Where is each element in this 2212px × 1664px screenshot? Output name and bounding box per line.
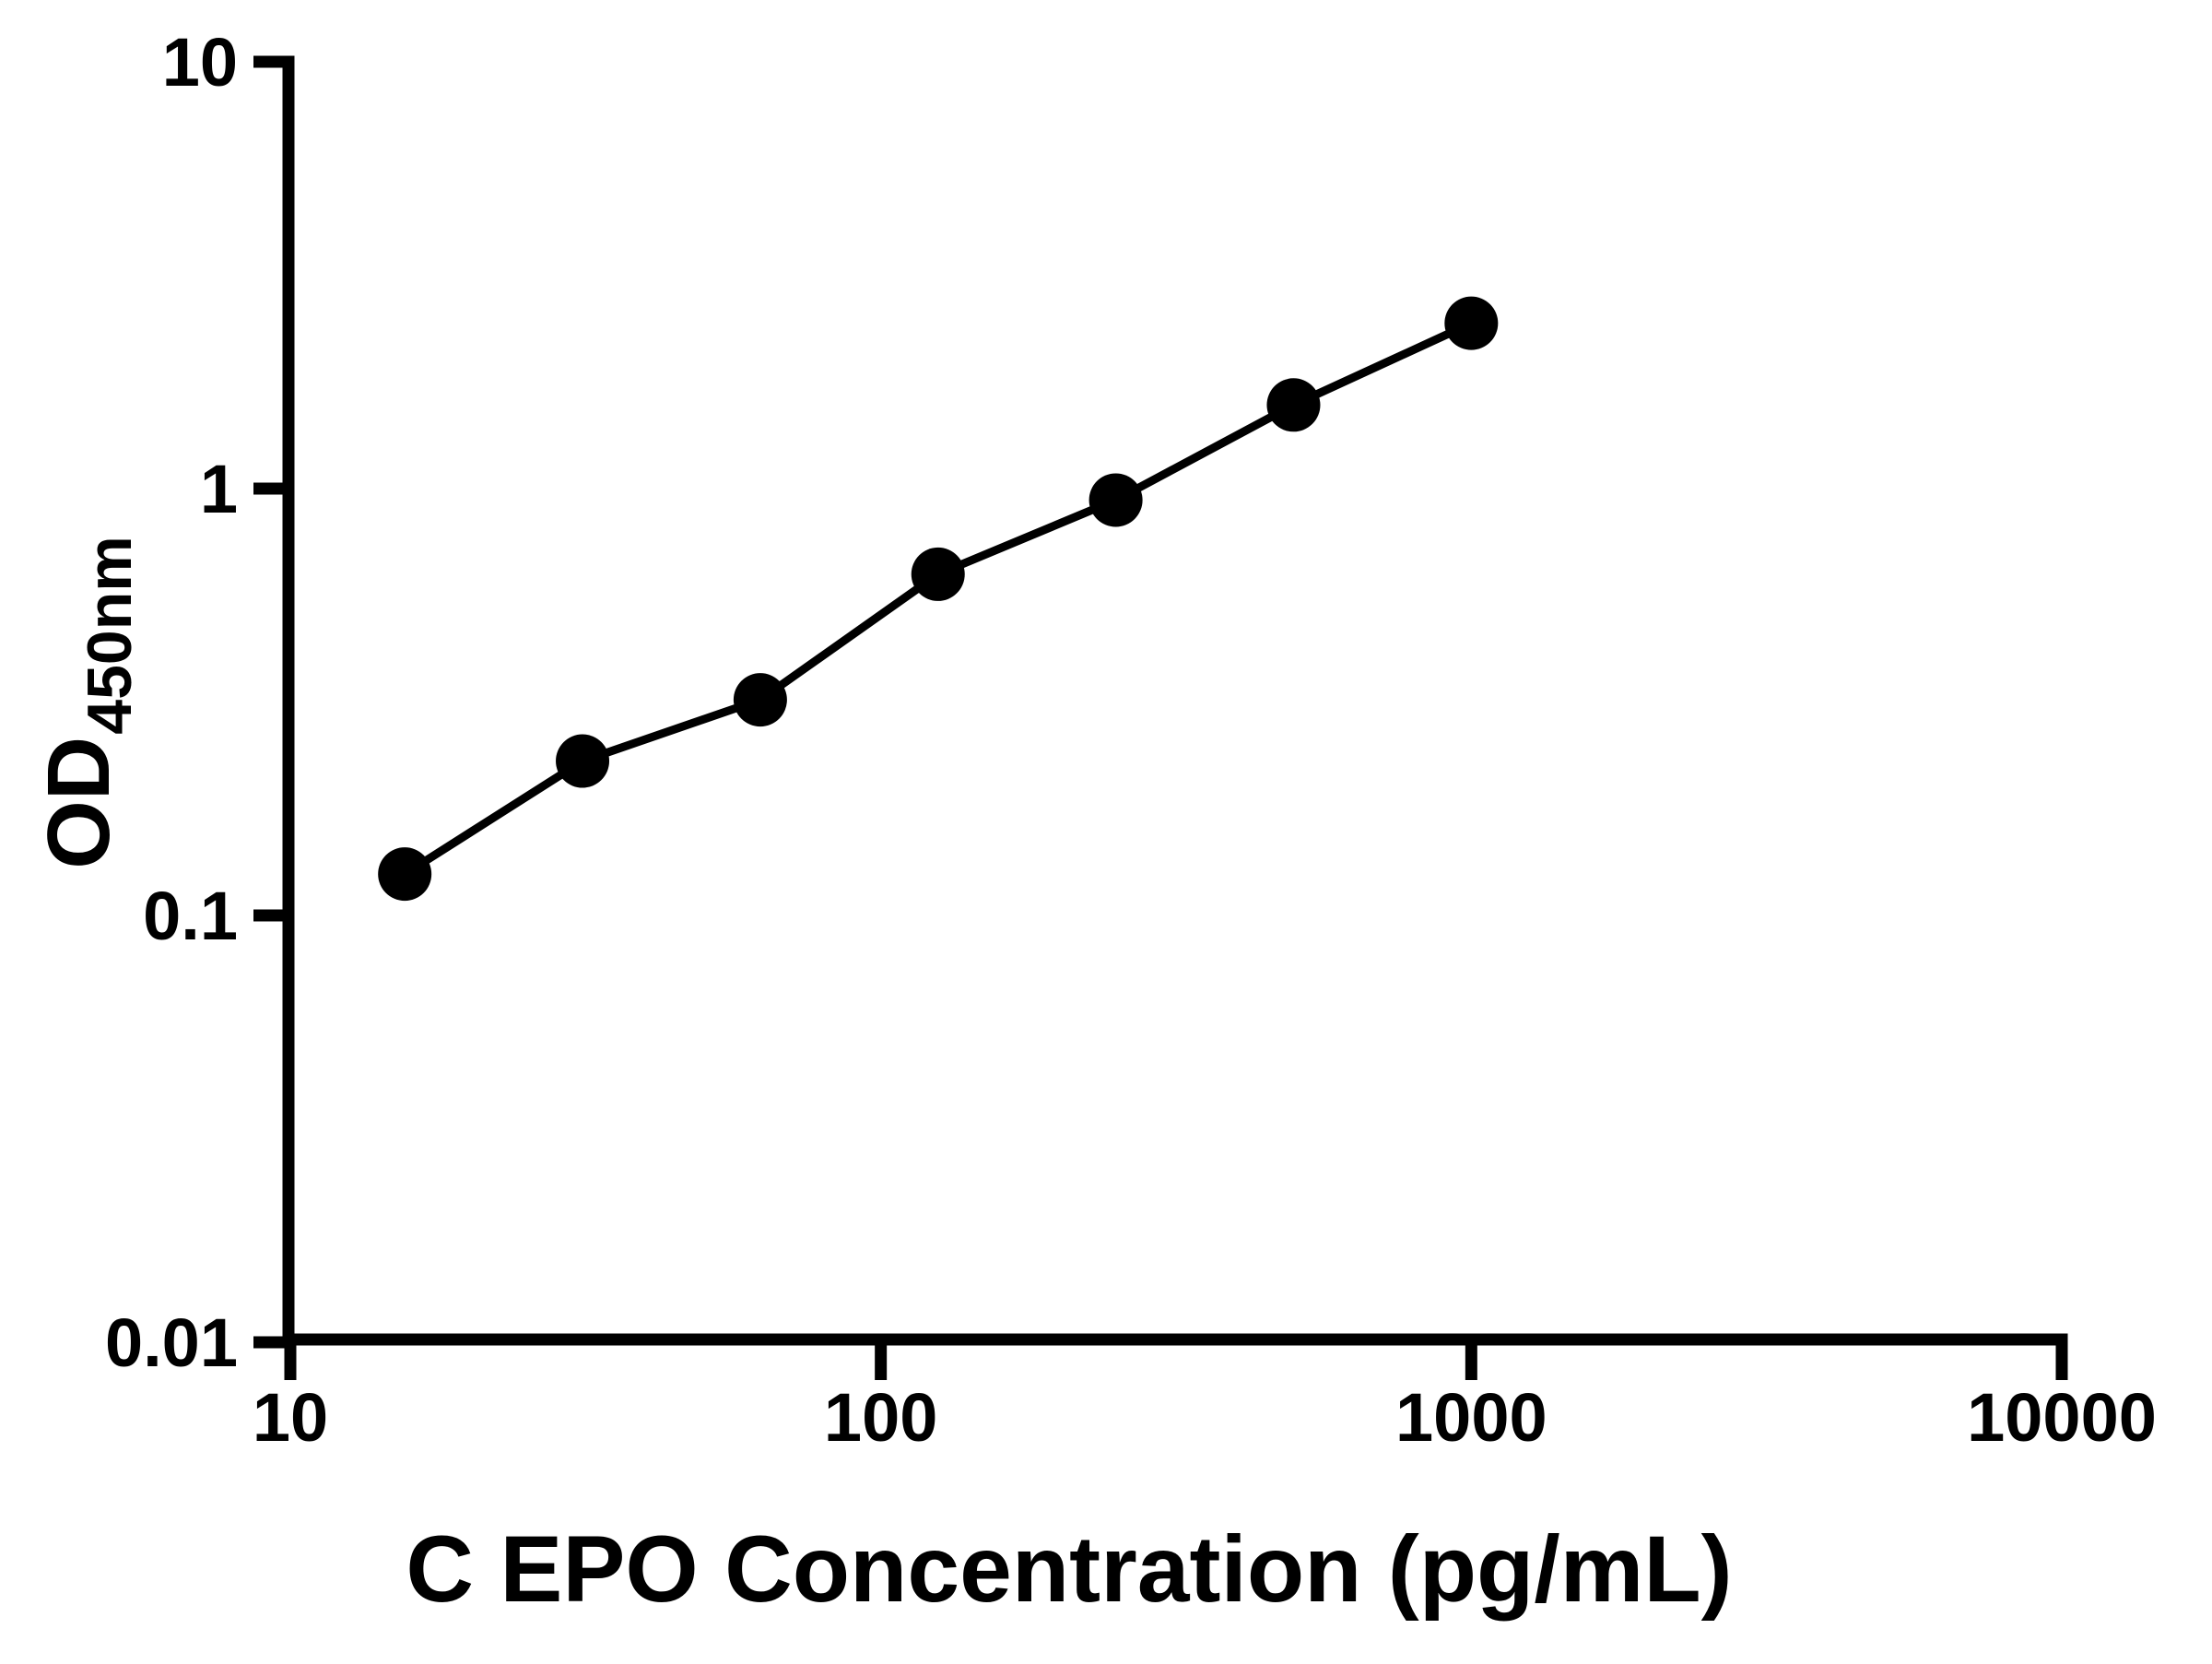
x-tick-label: 10000 — [1967, 1379, 2157, 1456]
data-point — [1088, 473, 1143, 527]
x-tick-label: 10 — [253, 1379, 328, 1456]
data-point — [1444, 296, 1499, 350]
y-tick-label: 0.01 — [105, 1304, 238, 1381]
data-point — [911, 547, 965, 601]
data-point — [1266, 378, 1321, 432]
series-layer — [378, 296, 1499, 902]
data-point — [733, 673, 787, 727]
x-axis-title: C EPO Concentration (pg/mL) — [406, 1516, 1732, 1622]
y-tick-label: 1 — [200, 451, 238, 527]
y-axis-title-main: OD — [29, 737, 128, 869]
data-point — [556, 734, 610, 788]
y-tick-label: 0.1 — [143, 878, 238, 954]
data-point — [378, 847, 432, 902]
x-tick-label: 1000 — [1395, 1379, 1547, 1456]
y-tick-label: 10 — [162, 24, 238, 100]
y-axis-title-subscript: 450nm — [75, 536, 145, 734]
axes-layer: 0.01 0.1 1 10 10 100 1000 10000 — [105, 24, 2157, 1456]
x-tick-label: 100 — [824, 1379, 937, 1456]
y-axis-title: OD450nm — [29, 536, 145, 868]
